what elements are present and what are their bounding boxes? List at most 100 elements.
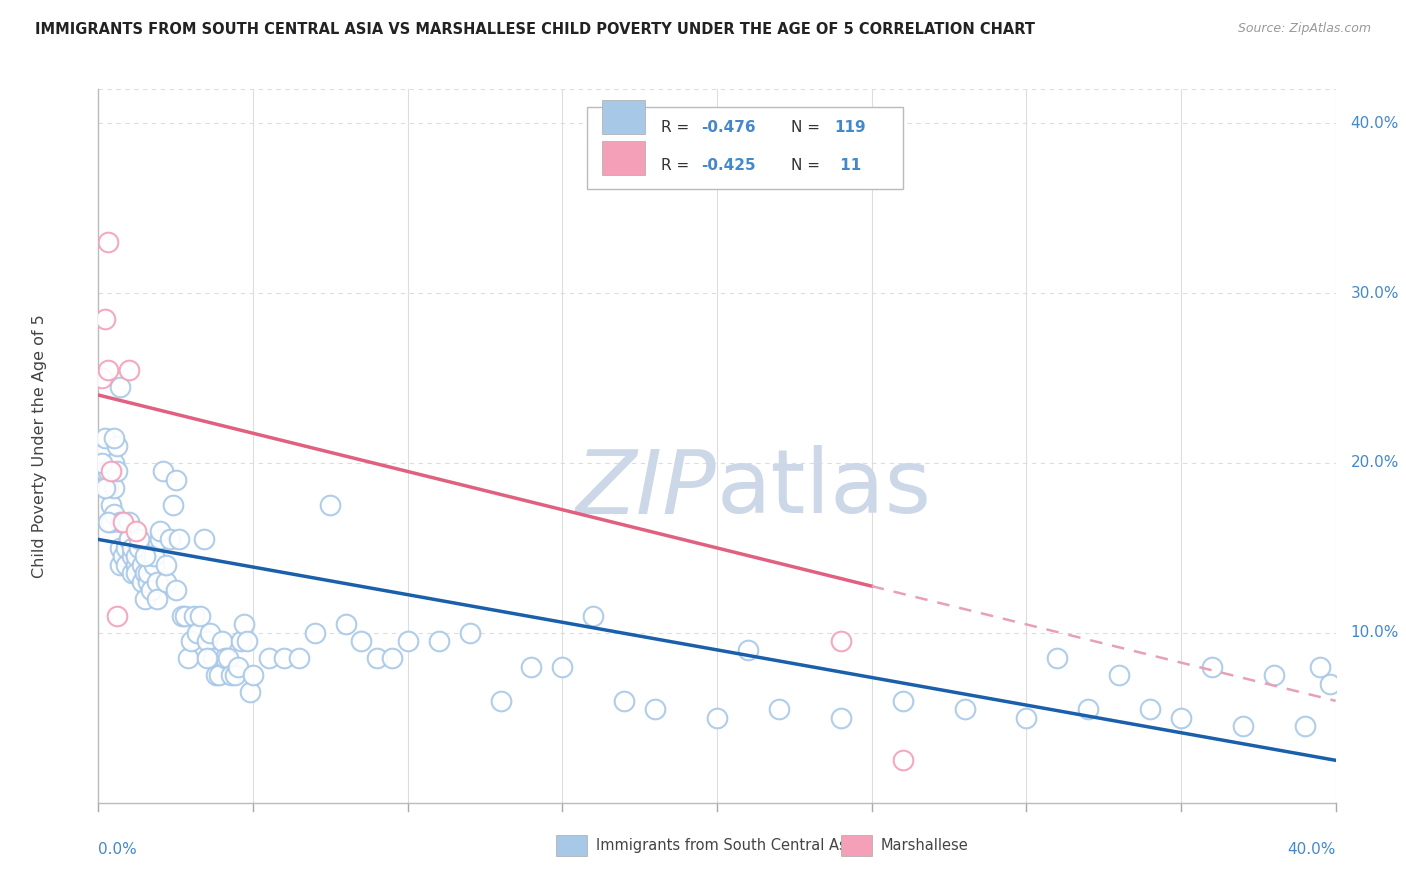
Point [103, 507, 125, 521]
Point [236, 634, 259, 648]
Point [105, 608, 128, 623]
Point [242, 668, 264, 682]
Point [211, 634, 233, 648]
Point [458, 626, 481, 640]
Point [217, 651, 239, 665]
Point [131, 558, 153, 572]
Point [149, 524, 172, 538]
Point [100, 465, 122, 479]
Point [613, 694, 636, 708]
Point [90, 448, 112, 462]
Point [124, 558, 146, 572]
Point [644, 702, 666, 716]
Point [366, 651, 388, 665]
Point [193, 533, 215, 547]
Point [195, 651, 218, 665]
Point [139, 583, 162, 598]
Point [121, 566, 143, 581]
Point [165, 473, 187, 487]
Point [224, 668, 246, 682]
Point [134, 549, 156, 564]
Point [121, 549, 143, 564]
Point [1077, 702, 1099, 716]
Point [131, 574, 153, 589]
Point [118, 362, 141, 376]
Point [155, 574, 177, 589]
Point [551, 660, 574, 674]
Point [1170, 711, 1192, 725]
Point [1139, 702, 1161, 716]
Point [90, 456, 112, 470]
Point [115, 558, 138, 572]
Point [108, 541, 131, 555]
Point [155, 558, 177, 572]
Point [582, 608, 605, 623]
Point [103, 482, 125, 496]
Point [152, 465, 174, 479]
Text: 10.0%: 10.0% [1351, 625, 1399, 640]
Text: 0.0%: 0.0% [98, 842, 138, 857]
Text: 11: 11 [835, 158, 860, 173]
Point [737, 643, 759, 657]
Point [167, 533, 190, 547]
Point [105, 465, 128, 479]
Point [335, 617, 357, 632]
Point [891, 753, 914, 767]
Point [1201, 660, 1223, 674]
Text: atlas: atlas [717, 445, 932, 533]
Point [232, 617, 254, 632]
Point [1294, 719, 1316, 733]
Text: Source: ZipAtlas.com: Source: ZipAtlas.com [1237, 22, 1371, 36]
Point [93, 482, 115, 496]
Text: N =: N = [792, 158, 825, 173]
Point [239, 685, 262, 699]
Point [830, 711, 852, 725]
Text: ZIP: ZIP [576, 446, 717, 532]
Point [97, 362, 120, 376]
Point [124, 549, 146, 564]
Text: Child Poverty Under the Age of 5: Child Poverty Under the Age of 5 [31, 314, 46, 578]
Point [149, 533, 172, 547]
Point [190, 608, 212, 623]
Point [768, 702, 790, 716]
Point [201, 651, 224, 665]
Point [221, 668, 243, 682]
Point [273, 651, 295, 665]
Point [1108, 668, 1130, 682]
Point [319, 499, 342, 513]
Point [257, 651, 280, 665]
Bar [557, 835, 588, 856]
Point [186, 626, 208, 640]
Point [136, 566, 159, 581]
Point [124, 566, 146, 581]
Point [136, 574, 159, 589]
Point [350, 634, 373, 648]
Point [139, 549, 162, 564]
Point [205, 668, 228, 682]
Bar [588, 107, 903, 189]
Text: -0.476: -0.476 [702, 120, 755, 135]
Point [427, 634, 450, 648]
Point [174, 608, 197, 623]
Point [195, 634, 218, 648]
Point [159, 533, 181, 547]
Point [108, 516, 131, 530]
Bar [841, 835, 872, 856]
Point [304, 626, 326, 640]
Point [115, 541, 138, 555]
Point [288, 651, 311, 665]
Point [143, 549, 166, 564]
Text: R =: R = [661, 158, 695, 173]
Text: IMMIGRANTS FROM SOUTH CENTRAL ASIA VS MARSHALLESE CHILD POVERTY UNDER THE AGE OF: IMMIGRANTS FROM SOUTH CENTRAL ASIA VS MA… [35, 22, 1035, 37]
Point [97, 465, 120, 479]
Point [134, 591, 156, 606]
Point [1046, 651, 1069, 665]
Point [1232, 719, 1254, 733]
Point [103, 456, 125, 470]
Point [118, 533, 141, 547]
Point [112, 549, 135, 564]
Point [112, 516, 135, 530]
Point [706, 711, 728, 725]
Point [112, 516, 135, 530]
Point [177, 651, 200, 665]
